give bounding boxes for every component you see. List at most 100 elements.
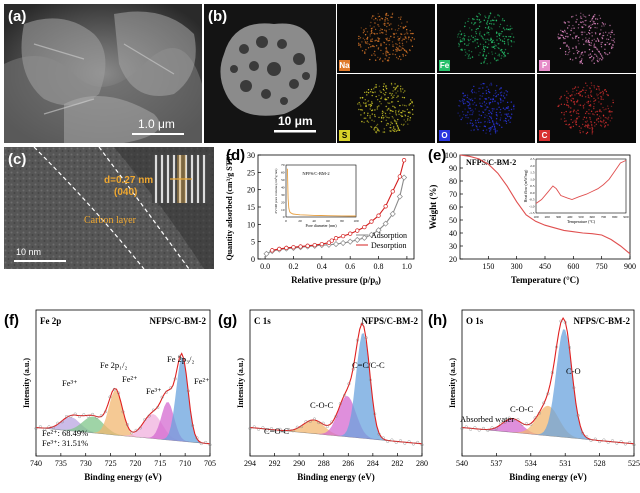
- eds-dot: [495, 118, 498, 120]
- data-point-desorption: [312, 242, 317, 248]
- raw-data-point: [360, 323, 364, 327]
- x-tick-label: 286: [342, 459, 354, 468]
- eds-dot: [501, 55, 503, 57]
- eds-dot: [579, 21, 582, 23]
- eds-dot: [378, 25, 380, 27]
- eds-dot: [405, 25, 407, 28]
- raw-data-point: [589, 438, 593, 442]
- eds-dot: [483, 46, 485, 48]
- eds-dot: [361, 41, 363, 43]
- eds-dot: [503, 56, 505, 58]
- eds-dot: [591, 31, 593, 34]
- eds-dot: [592, 113, 594, 115]
- eds-dot: [473, 23, 475, 26]
- eds-dot: [400, 123, 403, 126]
- eds-dot: [494, 52, 497, 54]
- inset-title: NFPS/C-BM-2: [302, 171, 329, 176]
- eds-dot: [371, 17, 373, 19]
- eds-dot: [384, 18, 386, 21]
- eds-dot: [506, 91, 509, 93]
- eds-dot: [486, 32, 488, 34]
- x-tick-label: 705: [204, 459, 216, 468]
- eds-dot: [466, 96, 468, 99]
- eds-dot: [489, 22, 491, 25]
- eds-dot: [396, 96, 398, 99]
- eds-dot: [569, 95, 571, 97]
- eds-dot: [489, 130, 491, 132]
- eds-dot: [375, 59, 377, 61]
- eds-dot: [593, 21, 595, 23]
- eds-dot: [382, 23, 385, 25]
- envelope-line: [249, 322, 423, 445]
- eds-dot: [486, 115, 488, 117]
- eds-dot: [466, 100, 468, 103]
- data-point-desorption: [397, 174, 402, 179]
- eds-dot: [462, 37, 465, 39]
- eds-dot: [384, 17, 387, 19]
- chart-title: O 1s: [466, 316, 484, 326]
- eds-dot: [487, 88, 490, 91]
- panel-label-g: (g): [218, 312, 238, 329]
- eds-dot: [373, 15, 375, 17]
- eds-dot: [485, 98, 487, 100]
- eds-dot: [571, 16, 573, 18]
- eds-dot: [611, 31, 614, 34]
- eds-dot: [483, 39, 485, 41]
- eds-dot: [587, 100, 589, 103]
- eds-dot: [469, 104, 471, 106]
- eds-dot: [590, 44, 592, 47]
- eds-dot: [485, 102, 488, 105]
- eds-dot: [463, 25, 466, 28]
- scale-bar-a: [132, 133, 184, 135]
- eds-dot: [609, 24, 611, 27]
- eds-dot: [586, 85, 588, 87]
- eds-dot: [392, 49, 395, 52]
- eds-dot: [366, 31, 369, 33]
- eds-dot: [502, 95, 505, 97]
- eds-dot: [507, 106, 509, 108]
- eds-dot: [597, 94, 600, 96]
- eds-dot: [361, 50, 364, 52]
- eds-dot: [493, 124, 495, 126]
- x-tick-label: 710: [179, 459, 191, 468]
- eds-dot: [487, 38, 489, 40]
- eds-dot: [469, 38, 472, 41]
- inset-y-tick-label: 0: [283, 215, 285, 219]
- eds-dot: [369, 43, 371, 46]
- eds-dot: [481, 102, 484, 105]
- eds-dot: [380, 44, 382, 47]
- eds-dot: [373, 19, 375, 21]
- eds-dot: [584, 20, 586, 22]
- eds-dot: [468, 54, 470, 56]
- eds-maps: Na Fe P S O C: [337, 4, 636, 143]
- eds-dot: [507, 113, 509, 115]
- peak-annotation: C-O-C: [510, 404, 533, 414]
- eds-dot: [588, 32, 590, 34]
- eds-dot: [566, 96, 568, 99]
- eds-dot: [369, 108, 371, 110]
- eds-dot: [373, 88, 375, 90]
- eds-dot: [470, 51, 473, 53]
- eds-dot: [581, 51, 584, 53]
- eds-dot: [478, 54, 480, 56]
- eds-dot: [376, 128, 379, 130]
- eds-dot: [511, 33, 513, 35]
- eds-dot: [510, 117, 512, 120]
- eds-dot: [482, 38, 484, 40]
- eds-dot: [595, 99, 597, 101]
- eds-dot: [485, 132, 487, 134]
- eds-dot: [388, 117, 390, 119]
- eds-dot: [471, 89, 474, 91]
- eds-dot: [385, 29, 387, 32]
- eds-dot: [384, 20, 386, 22]
- eds-dot: [488, 112, 490, 115]
- eds-dot: [511, 27, 513, 30]
- raw-data-point: [542, 401, 546, 405]
- eds-dot: [391, 12, 394, 14]
- eds-dot: [572, 98, 575, 100]
- eds-dot: [494, 130, 497, 133]
- inset-y-tick-label: 30: [281, 193, 285, 197]
- eds-dot: [589, 27, 592, 29]
- raw-data-point: [469, 427, 473, 431]
- eds-dot: [488, 90, 490, 93]
